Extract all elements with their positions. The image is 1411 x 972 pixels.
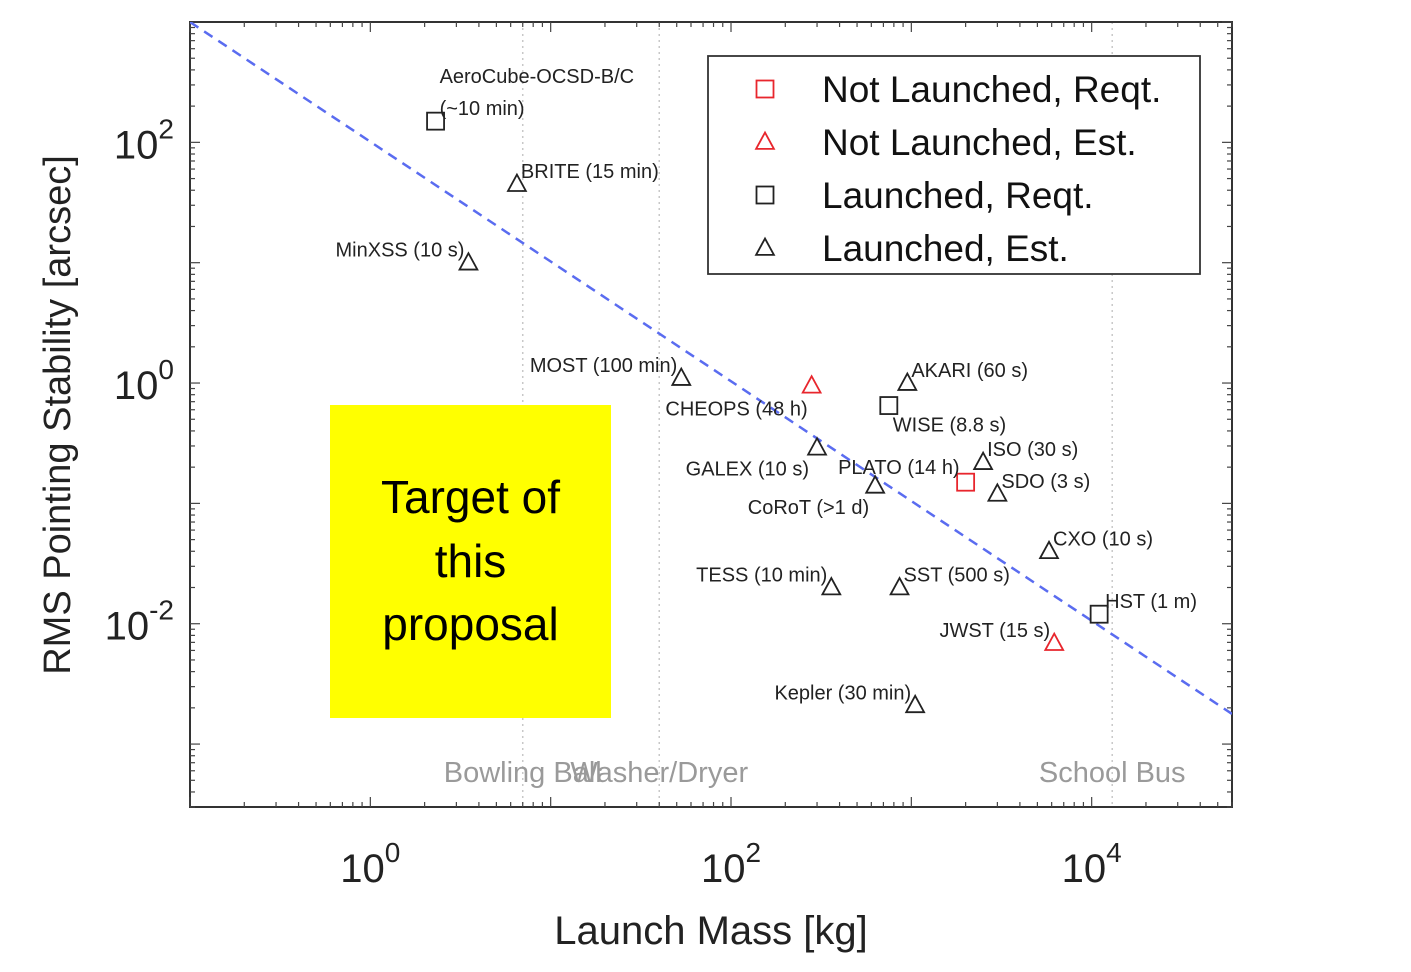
point-label: MOST (100 min) bbox=[530, 355, 677, 377]
point-sublabel: (~10 min) bbox=[440, 98, 525, 120]
trend-line-group bbox=[190, 22, 1232, 715]
data-point bbox=[956, 472, 976, 492]
data-point bbox=[670, 366, 692, 386]
legend-label: Launched, Est. bbox=[822, 228, 1069, 269]
legend-label: Launched, Reqt. bbox=[822, 175, 1094, 216]
data-point bbox=[458, 251, 479, 271]
reference-mass-label: Bowling Ball bbox=[444, 757, 602, 789]
legend-box bbox=[707, 55, 1201, 275]
point-label: CHEOPS (48 h) bbox=[665, 399, 807, 421]
data-point bbox=[806, 436, 828, 456]
x-tick-label: 100 bbox=[340, 837, 400, 891]
point-label: SDO (3 s) bbox=[1001, 471, 1090, 493]
y-tick-label: 10-2 bbox=[105, 595, 174, 649]
plot-frame bbox=[189, 21, 1233, 808]
target-annotation-text: Target of this proposal bbox=[381, 471, 560, 651]
point-label: JWST (15 s) bbox=[939, 620, 1050, 642]
point-label: CXO (10 s) bbox=[1053, 528, 1153, 550]
data-point bbox=[1043, 631, 1065, 651]
x-tick-label: 102 bbox=[701, 837, 761, 891]
point-label: AKARI (60 s) bbox=[911, 360, 1028, 382]
data-point bbox=[864, 474, 886, 494]
data-point bbox=[1089, 604, 1109, 624]
legend-label: Not Launched, Est. bbox=[822, 122, 1137, 163]
point-label: HST (1 m) bbox=[1105, 591, 1197, 613]
data-point bbox=[801, 374, 823, 394]
data-point bbox=[972, 450, 994, 470]
point-label: BRITE (15 min) bbox=[521, 161, 659, 183]
data-point bbox=[426, 111, 445, 131]
data-point bbox=[986, 482, 1008, 502]
data-point bbox=[506, 172, 528, 192]
point-label: AeroCube-OCSD-B/C bbox=[440, 66, 635, 88]
y-tick-label: 102 bbox=[114, 113, 174, 167]
data-point bbox=[896, 371, 918, 391]
reference-mass-label: Washer/Dryer bbox=[570, 757, 748, 789]
x-tick-label: 104 bbox=[1062, 837, 1122, 891]
y-tick-label: 100 bbox=[114, 354, 174, 408]
point-label: GALEX (10 s) bbox=[686, 459, 809, 481]
point-label: CoRoT (>1 d) bbox=[748, 497, 869, 519]
data-points: AeroCube-OCSD-B/C (~10 min) BRITE (15 min)… bbox=[336, 66, 1197, 714]
trend-line bbox=[190, 22, 1232, 715]
data-point bbox=[889, 576, 910, 596]
point-label: ISO (30 s) bbox=[987, 439, 1078, 461]
target-annotation-box: Target of this proposal bbox=[330, 405, 611, 718]
point-label: WISE (8.8 s) bbox=[893, 415, 1006, 437]
legend-marker bbox=[754, 236, 776, 256]
reference-mass-label: School Bus bbox=[1039, 757, 1186, 789]
data-point bbox=[820, 576, 842, 596]
point-label: TESS (10 min) bbox=[696, 565, 827, 587]
data-point bbox=[904, 693, 926, 714]
data-point bbox=[1038, 539, 1060, 560]
point-label: Kepler (30 min) bbox=[774, 682, 911, 704]
legend-marker bbox=[755, 185, 775, 205]
x-axis-title: Launch Mass [kg] bbox=[554, 909, 868, 953]
data-point bbox=[879, 396, 899, 415]
legend-label: Not Launched, Reqt. bbox=[822, 69, 1161, 110]
point-label: MinXSS (10 s) bbox=[336, 240, 465, 262]
point-label: PLATO (14 h) bbox=[838, 457, 960, 479]
y-axis-title: RMS Pointing Stability [arcsec] bbox=[37, 155, 79, 675]
axis-ticks: 100 102 104 10-2 100 102 bbox=[105, 21, 1233, 891]
legend-marker bbox=[754, 130, 776, 150]
legend: Not Launched, Reqt. Not Launched, Est. Lau… bbox=[707, 55, 1201, 275]
legend-marker bbox=[755, 79, 775, 99]
point-label: SST (500 s) bbox=[904, 565, 1010, 587]
